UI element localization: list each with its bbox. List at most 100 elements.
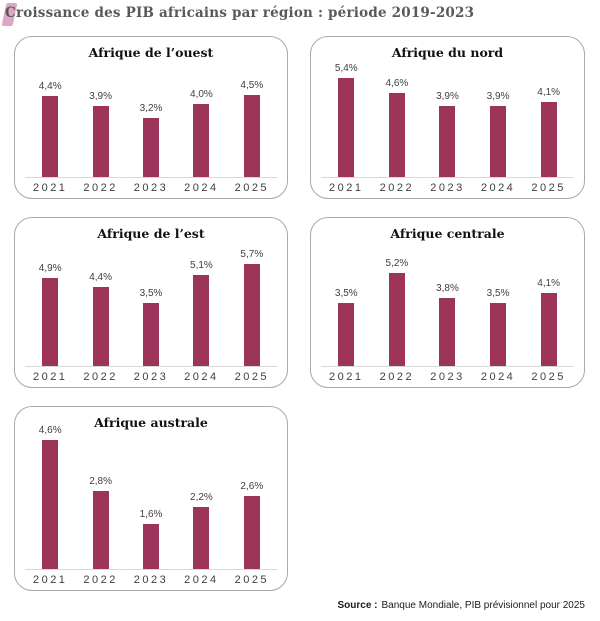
x-axis-tick-label: 2022 (379, 371, 415, 383)
bar-value-label: 2,2% (190, 492, 213, 503)
bar (540, 102, 557, 177)
bars-row: 4,4% 3,9% 3,2% 4,0% 4,5% (25, 80, 277, 178)
bar (490, 303, 507, 366)
chart-panel: Afrique du nord 5,4% 4,6% 3,9% 3,9% 4,1% 202… (310, 36, 585, 199)
bar-value-label: 4,5% (240, 80, 264, 91)
bar (42, 278, 59, 366)
chart-title: Afrique de l’ouest (88, 45, 214, 60)
bar-column: 4,1% (523, 278, 574, 366)
chart-area: 4,6% 2,8% 1,6% 2,2% 2,6% 2021 2022 2023 2024 202… (25, 425, 277, 586)
bar-value-label: 4,4% (38, 81, 62, 92)
bar (338, 78, 355, 177)
bar-value-label: 5,2% (385, 258, 409, 269)
x-axis-tick-label: 2022 (83, 182, 118, 194)
bar-value-label: 4,6% (38, 425, 62, 436)
x-axis-tick-label: 2023 (430, 371, 465, 383)
bar (92, 287, 109, 366)
bars-row: 3,5% 5,2% 3,8% 3,5% 4,1% (321, 258, 574, 367)
source-label: Source : (337, 600, 378, 611)
source-note: Source : Banque Mondiale, PIB prévisionne… (338, 600, 586, 611)
x-axis-labels: 2021 2022 2023 2024 2025 (25, 178, 277, 194)
bar-column: 2,6% (227, 481, 277, 569)
bar-column: 3,2% (126, 103, 176, 177)
bar-column: 4,9% (25, 263, 75, 366)
bar-column: 5,2% (372, 258, 423, 366)
bar-value-label: 4,4% (89, 272, 112, 283)
bar (193, 275, 210, 366)
x-axis-tick-label: 2022 (83, 371, 118, 383)
x-axis-tick-label: 2024 (184, 371, 219, 383)
x-axis-tick-label: 2023 (133, 574, 169, 586)
chart-title: Afrique australe (94, 415, 208, 430)
source-text: Banque Mondiale, PIB prévisionnel pour 2… (381, 600, 585, 611)
x-axis-tick-label: 2022 (83, 574, 118, 586)
x-axis-tick-label: 2021 (329, 371, 364, 383)
bar-value-label: 3,9% (486, 91, 510, 102)
bar (243, 496, 260, 569)
bars-row: 5,4% 4,6% 3,9% 3,9% 4,1% (321, 63, 574, 178)
bar-column: 3,5% (473, 288, 524, 366)
chart-panel: Afrique de l’ouest 4,4% 3,9% 3,2% 4,0% 4,5% … (14, 36, 288, 199)
x-axis-tick-label: 2023 (133, 182, 169, 194)
bar (143, 524, 160, 569)
bar (193, 104, 210, 177)
bar (42, 96, 59, 177)
x-axis-labels: 2021 2022 2023 2024 2025 (321, 178, 574, 194)
bar (92, 106, 109, 177)
x-axis-labels: 2021 2022 2023 2024 2025 (25, 367, 277, 383)
bar (439, 106, 456, 177)
bar-value-label: 3,5% (486, 288, 510, 299)
bar-value-label: 3,9% (89, 91, 112, 102)
bar-value-label: 3,2% (139, 103, 163, 114)
bar-column: 2,8% (75, 476, 125, 569)
bar-column: 3,9% (75, 91, 125, 177)
x-axis-tick-label: 2023 (133, 371, 169, 383)
bar (388, 93, 405, 177)
chart-area: 4,4% 3,9% 3,2% 4,0% 4,5% 2021 2022 2023 2024 202… (25, 80, 277, 194)
bar-value-label: 5,4% (334, 63, 358, 74)
bar-value-label: 4,0% (190, 89, 213, 100)
bar-column: 3,5% (126, 288, 176, 366)
x-axis-labels: 2021 2022 2023 2024 2025 (321, 367, 574, 383)
bar (338, 303, 355, 366)
chart-panel: Afrique centrale 3,5% 5,2% 3,8% 3,5% 4,1% 20… (310, 217, 585, 388)
bar-value-label: 4,6% (385, 78, 409, 89)
bar-column: 4,4% (75, 272, 125, 366)
x-axis-tick-label: 2025 (234, 182, 270, 194)
bar (540, 293, 557, 366)
x-axis-tick-label: 2022 (379, 182, 415, 194)
bar-value-label: 2,6% (240, 481, 264, 492)
x-axis-tick-label: 2025 (234, 574, 270, 586)
bar-column: 4,0% (176, 89, 226, 177)
bar-column: 3,8% (422, 283, 473, 366)
x-axis-tick-label: 2025 (234, 371, 270, 383)
bar-value-label: 2,8% (89, 476, 112, 487)
x-axis-tick-label: 2021 (32, 182, 68, 194)
chart-area: 4,9% 4,4% 3,5% 5,1% 5,7% 2021 2022 2023 2024 202… (25, 249, 277, 383)
chart-title: Afrique de l’est (97, 226, 205, 241)
x-axis-tick-label: 2024 (480, 182, 516, 194)
bar-column: 1,6% (126, 509, 176, 569)
bar-value-label: 3,5% (139, 288, 163, 299)
bar-column: 4,5% (227, 80, 277, 177)
bar (243, 95, 260, 177)
bar (92, 491, 109, 569)
chart-title: Afrique centrale (390, 226, 505, 241)
bar-column: 5,4% (321, 63, 372, 177)
bar-value-label: 4,9% (38, 263, 62, 274)
page-header: Croissance des PIB africains par région … (0, 0, 600, 30)
bar-column: 4,6% (25, 425, 75, 569)
bar-column: 3,9% (473, 91, 524, 177)
bar-column: 2,2% (176, 492, 226, 569)
bar-value-label: 4,1% (537, 278, 561, 289)
chart-area: 5,4% 4,6% 3,9% 3,9% 4,1% 2021 2022 2023 2024 202… (321, 63, 574, 194)
bar-value-label: 1,6% (139, 509, 163, 520)
bar (42, 440, 59, 569)
chart-area: 3,5% 5,2% 3,8% 3,5% 4,1% 2021 2022 2023 2024 202… (321, 258, 574, 383)
bar (143, 303, 160, 366)
chart-panel: Afrique australe 4,6% 2,8% 1,6% 2,2% 2,6% 20… (14, 406, 288, 591)
bar-column: 3,9% (422, 91, 473, 177)
bar (439, 298, 456, 366)
chart-title: Afrique du nord (391, 45, 504, 60)
x-axis-tick-label: 2025 (531, 371, 566, 383)
